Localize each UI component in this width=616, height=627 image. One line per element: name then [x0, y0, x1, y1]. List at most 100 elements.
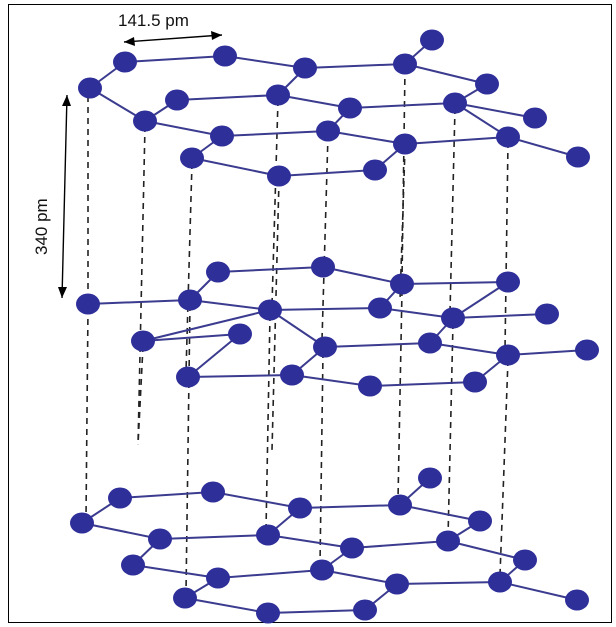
interlayer-dashed-line: [85, 307, 89, 519]
bottom-layer-carbon-atom: [206, 567, 230, 589]
bottom-layer-carbon-atom: [173, 587, 197, 609]
interlayer-dashed-line: [137, 125, 146, 446]
middle-layer-bond: [324, 342, 431, 348]
interlayer-dashed-line: [397, 289, 403, 501]
top-layer-carbon-atom: [210, 125, 234, 147]
middle-layer-carbon-atom: [206, 261, 230, 283]
bottom-layer-bond: [132, 564, 219, 579]
top-layer-bond: [224, 55, 306, 69]
top-layer-bond: [349, 102, 456, 109]
middle-layer-carbon-atom: [441, 307, 465, 329]
middle-layer-carbon-atom: [496, 344, 520, 366]
bottom-layer-carbon-atom: [256, 524, 280, 546]
bottom-layer-carbon-atom: [488, 571, 512, 593]
carbon-atoms: [70, 29, 599, 624]
bottom-layer-carbon-atom: [418, 467, 442, 489]
middle-layer-bond: [142, 333, 241, 342]
top-layer-carbon-atom: [180, 147, 204, 169]
middle-layer-carbon-atom: [496, 271, 520, 293]
interlayer-dashed-line: [185, 162, 193, 373]
top-layer-bond: [144, 120, 223, 137]
bottom-layer-bond: [212, 491, 301, 509]
middle-layer-bond: [379, 307, 454, 319]
top-layer-carbon-atom: [475, 73, 499, 95]
middle-layer-bond: [217, 266, 324, 273]
middle-layer-carbon-atom: [418, 332, 442, 354]
middle-layer-bond: [401, 281, 509, 285]
bottom-layer-bond: [321, 569, 398, 585]
interlayer-dashed-line: [185, 304, 191, 593]
middle-layer-bond: [187, 374, 293, 378]
middle-layer-bond: [142, 309, 271, 342]
interlayer-dashed-line: [319, 351, 324, 566]
middle-layer-carbon-atom: [131, 330, 155, 352]
middle-layer-bond: [269, 307, 381, 311]
top-layer-bond: [454, 102, 536, 119]
figure-frame: [8, 4, 612, 623]
top-layer-bond: [221, 130, 329, 137]
top-layer-bond: [191, 157, 280, 177]
bottom-layer-carbon-atom: [108, 487, 132, 509]
middle-layer-bond: [507, 349, 588, 356]
middle-layer-carbon-atom: [311, 256, 335, 278]
bottom-layer-bond: [217, 569, 323, 579]
top-layer-carbon-atom: [133, 110, 157, 132]
top-layer-carbon-atom: [113, 51, 137, 73]
bottom-layer-carbon-atom: [148, 528, 172, 550]
middle-layer-bond: [189, 299, 271, 311]
bond-length-dimension: 141.5 pm: [118, 11, 223, 46]
middle-layer-carbon-atom: [76, 293, 100, 315]
top-layer-carbon-atom: [78, 77, 102, 99]
bottom-layer-carbon-atom: [288, 497, 312, 519]
bottom-layer-carbon-atom: [513, 549, 537, 571]
interlayer-dashed-line: [499, 359, 509, 576]
top-layer-bond: [404, 136, 509, 145]
middle-layer-carbon-atom: [535, 303, 559, 325]
top-layer-bond: [277, 94, 351, 109]
interlayer-dashed-line: [137, 345, 144, 446]
top-layer-carbon-atom: [363, 159, 387, 181]
middle-layer-carbon-atom: [390, 273, 414, 295]
top-layer-carbon-atom: [496, 126, 520, 148]
top-layer-carbon-atom: [566, 146, 590, 168]
middle-layer-carbon-atom: [313, 336, 337, 358]
bottom-layer-carbon-atom: [468, 510, 492, 532]
top-layer-carbon-atom: [266, 84, 290, 106]
top-layer-carbon-atom: [420, 29, 444, 51]
bottom-layer-carbon-atom: [201, 481, 225, 503]
bottom-layer-bond: [499, 581, 578, 601]
middle-layer-carbon-atom: [575, 339, 599, 361]
interlayer-dashed-lines: [85, 67, 509, 593]
top-layer-bond: [176, 94, 279, 101]
interlayer-dashed-line: [447, 322, 454, 539]
top-layer-carbon-atom: [165, 89, 189, 111]
interlayer-dashed-line: [321, 134, 329, 341]
middle-layer-bond: [291, 374, 371, 387]
bottom-layer-carbon-atom: [121, 554, 145, 576]
middle-layer-bond: [87, 299, 191, 305]
top-layer-bond: [124, 55, 226, 63]
middle-layer-carbon-atom: [463, 371, 487, 393]
top-layer-carbon-atom: [293, 57, 317, 79]
middle-layer-carbon-atom: [258, 299, 282, 321]
top-layer-bond: [404, 63, 488, 85]
top-layer-bond: [278, 169, 376, 177]
bottom-layer-bond: [267, 534, 353, 549]
top-layer-bond: [327, 130, 406, 145]
bottom-layer-carbon-atom: [388, 494, 412, 516]
middle-layer-bond: [429, 342, 509, 356]
middle-layer-carbon-atom: [176, 366, 200, 388]
middle-layer-carbon-atom: [178, 289, 202, 311]
top-layer-carbon-atom: [316, 120, 340, 142]
bottom-layer-bond: [81, 522, 161, 540]
middle-layer-carbon-atom: [228, 323, 252, 345]
top-layer-bond: [304, 63, 406, 69]
top-layer-carbon-atom: [338, 97, 362, 119]
bottom-layer-bond: [119, 491, 214, 499]
top-layer-carbon-atom: [443, 92, 467, 114]
middle-layer-carbon-atom: [280, 364, 304, 386]
interlayer-dashed-line: [271, 99, 279, 306]
bottom-layer-carbon-atom: [310, 559, 334, 581]
interlayer-dashed-line: [265, 314, 271, 531]
